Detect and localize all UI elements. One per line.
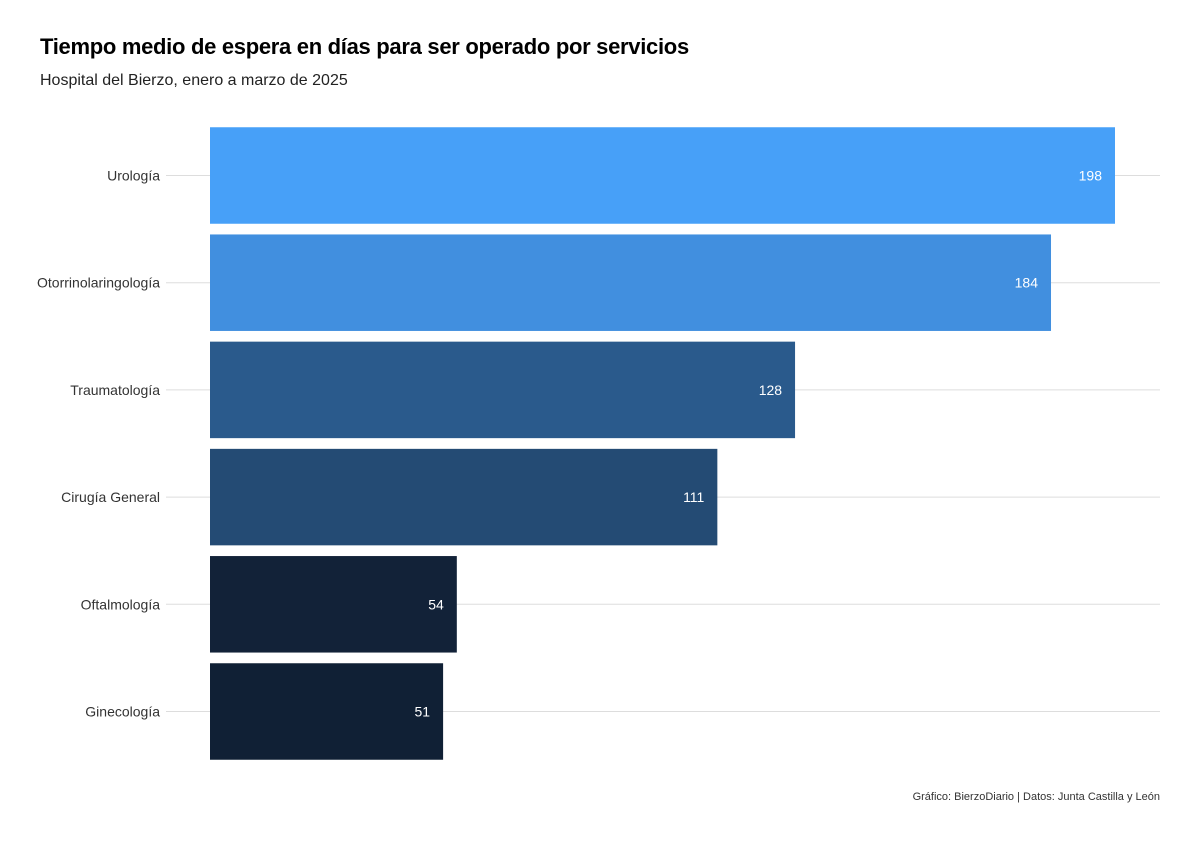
category-label: Ginecología: [85, 704, 160, 720]
chart-title: Tiempo medio de espera en días para ser …: [40, 34, 689, 59]
value-label: 111: [683, 489, 704, 505]
category-label: Urología: [107, 168, 160, 184]
category-label: Oftalmología: [81, 596, 161, 612]
category-label: Otorrinolaringología: [37, 275, 160, 291]
bar: [210, 341, 796, 439]
bar: [210, 663, 444, 760]
bars: [210, 127, 1115, 760]
value-labels: 198 184 128 111 54 51: [415, 168, 1103, 720]
value-label: 51: [415, 704, 431, 720]
value-label: 198: [1079, 168, 1103, 184]
bar: [210, 448, 718, 546]
category-label: Traumatología: [70, 382, 160, 398]
category-labels: Urología Otorrinolaringología Traumatologí…: [37, 168, 160, 720]
bar: [210, 556, 457, 653]
value-label: 184: [1015, 275, 1039, 291]
chart-caption: Gráfico: BierzoDiario | Datos: Junta Cas…: [912, 791, 1160, 803]
chart-subtitle: Hospital del Bierzo, enero a marzo de 20…: [40, 72, 348, 89]
bar: [210, 234, 1052, 331]
value-label: 128: [759, 382, 783, 398]
value-label: 54: [428, 596, 444, 612]
category-label: Cirugía General: [61, 489, 160, 505]
bar: [210, 127, 1115, 224]
